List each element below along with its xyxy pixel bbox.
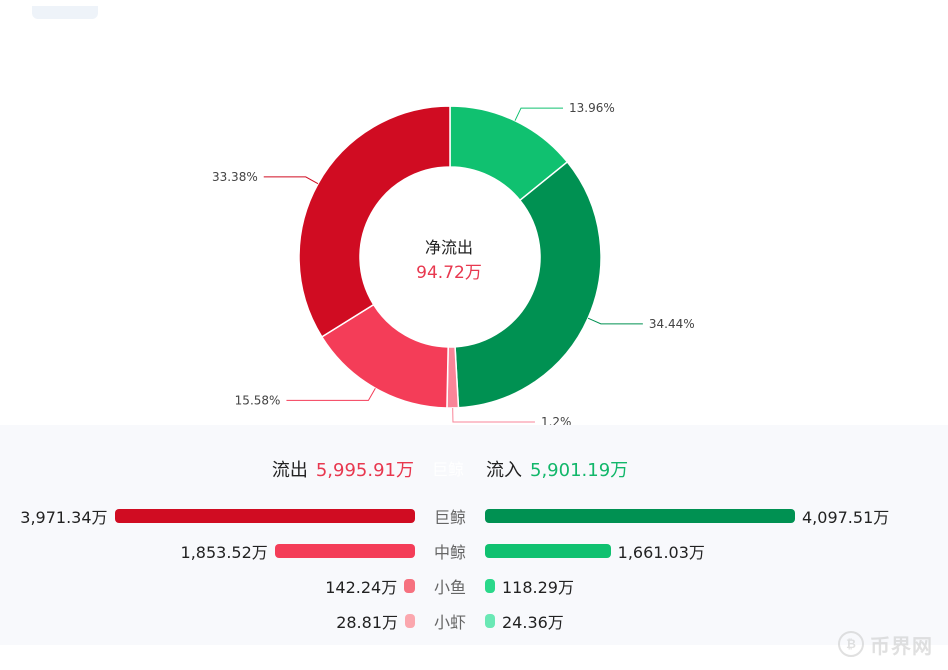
inflow-bar (485, 579, 495, 593)
category-label: 巨鲸 (433, 508, 466, 527)
slice-percent-label-3: 15.58% (235, 393, 281, 407)
flow-row: 142.24万 小鱼 118.29万 (0, 571, 948, 599)
slice-percent-label-1: 34.44% (649, 317, 695, 331)
inflow-bar (485, 544, 611, 558)
donut-slice-4[interactable] (298, 105, 451, 338)
slice-leader-line-0 (514, 107, 564, 121)
inflow-total-value: 5,901.19万 (530, 460, 629, 481)
inflow-value: 24.36万 (502, 613, 564, 632)
flow-row: 3,971.34万 巨鲸 4,097.51万 (0, 501, 948, 529)
category-label: 小鱼 (433, 578, 466, 597)
outflow-value: 28.81万 (336, 613, 398, 632)
inflow-label: 流入 (486, 460, 522, 481)
donut-center-title: 净流出 (424, 238, 473, 257)
outflow-bar (114, 509, 415, 523)
top-tab-indicator (32, 6, 98, 19)
outflow-value: 1,853.52万 (180, 543, 268, 562)
outflow-value: 142.24万 (325, 578, 398, 597)
slice-leader-line-1 (587, 317, 643, 325)
slice-percent-label-0: 13.96% (569, 101, 615, 115)
donut-chart: 13.96% 34.44% 1.2% 15.58% 33.38% (212, 101, 695, 425)
donut-center-value: 94.72万 (416, 263, 482, 283)
inflow-value: 118.29万 (502, 578, 574, 597)
inflow-value: 4,097.51万 (802, 508, 890, 527)
inflow-value: 1,661.03万 (617, 543, 705, 562)
outflow-label: 流出 (271, 460, 308, 481)
slice-percent-label-2: 1.2% (541, 415, 572, 425)
flow-row: 28.81万 小虾 24.36万 (0, 606, 948, 634)
flow-breakdown-panel (0, 425, 948, 645)
donut-slice-1[interactable] (454, 160, 602, 409)
category-label: 中鲸 (433, 543, 466, 562)
watermark-logo: ₿ 币界网 (838, 628, 946, 658)
outflow-bar (405, 614, 415, 628)
slice-percent-label-4: 33.38% (212, 170, 258, 184)
outflow-value: 3,971.34万 (20, 508, 108, 527)
slice-leader-line-3 (286, 388, 376, 401)
total-inflow: 流入 5,901.19万 (486, 456, 628, 482)
total-outflow: 流出 5,995.91万 (272, 456, 414, 482)
outflow-bar (404, 579, 415, 593)
flow-row: 1,853.52万 中鲸 1,661.03万 (0, 536, 948, 564)
hidden-category-label: 巨鲸 (432, 460, 465, 479)
inflow-bar (485, 614, 495, 628)
inflow-bar (485, 509, 795, 523)
outflow-total-value: 5,995.91万 (315, 460, 414, 481)
slice-leader-line-2 (452, 407, 535, 423)
watermark-text: 币界网 (870, 634, 933, 658)
outflow-bar (274, 544, 415, 558)
category-label: 小虾 (433, 613, 466, 632)
bitcoin-coin-icon: ₿ (838, 631, 864, 657)
slice-leader-line-4 (263, 176, 319, 185)
